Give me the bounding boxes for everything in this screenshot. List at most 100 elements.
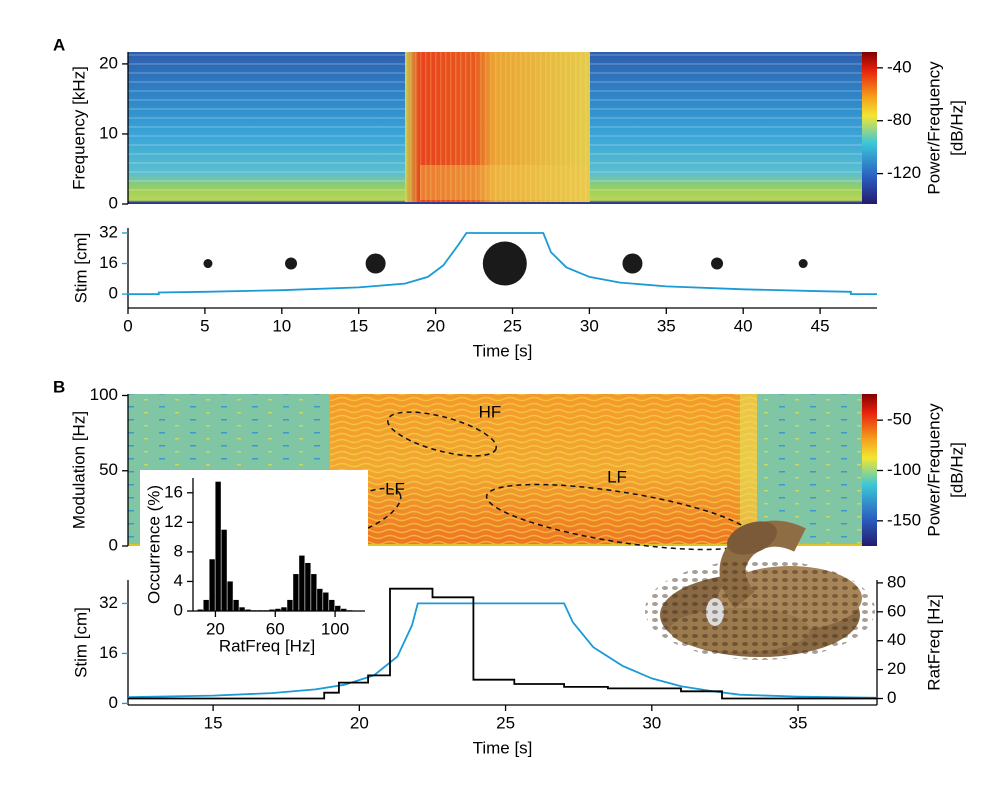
tick-label: 40 xyxy=(734,316,753,335)
histogram-bar xyxy=(197,609,203,611)
marker xyxy=(203,259,213,269)
panel-label: A xyxy=(53,35,65,54)
tick-label: 30 xyxy=(580,316,599,335)
inset-background xyxy=(140,470,368,660)
tick-label: 0 xyxy=(109,535,118,554)
histogram-bar xyxy=(311,574,317,611)
tick-label: 80 xyxy=(887,572,906,591)
tick-label: 8 xyxy=(174,541,183,560)
tick-label: 20 xyxy=(426,316,445,335)
annotation: LF xyxy=(385,479,405,498)
y-axis-label: Stim [cm] xyxy=(71,607,90,678)
tick-label: 32 xyxy=(99,222,118,241)
tick-label: 50 xyxy=(99,460,118,479)
tick-label: 0 xyxy=(174,600,183,619)
y-axis-label: Stim [cm] xyxy=(71,233,90,304)
histogram-bar xyxy=(287,599,293,611)
tick-label: -50 xyxy=(887,410,912,429)
tick-label: 20 xyxy=(887,659,906,678)
colorbar-label: Power/Frequency xyxy=(924,61,943,195)
tick-label: 20 xyxy=(206,619,225,638)
tick-label: 100 xyxy=(321,619,349,638)
histogram-bar xyxy=(221,529,227,611)
x-axis-label: RatFreq [Hz] xyxy=(219,636,315,655)
x-axis-label: Time [s] xyxy=(473,341,533,360)
tick-label: 0 xyxy=(887,688,896,707)
tick-label: -120 xyxy=(887,163,921,182)
spectrogram-a xyxy=(128,52,862,204)
annotation: HF xyxy=(479,402,502,421)
histogram-bar xyxy=(227,581,233,611)
histogram-bar xyxy=(215,481,221,611)
tick-label: 15 xyxy=(204,713,223,732)
tick-label: 25 xyxy=(503,316,522,335)
annotation: LF xyxy=(607,467,627,486)
tick-label: 16 xyxy=(99,643,118,662)
data-line xyxy=(128,587,877,700)
tick-label: 0 xyxy=(109,193,118,212)
y2-axis-label: RatFreq [Hz] xyxy=(924,594,943,690)
tick-label: -150 xyxy=(887,510,921,529)
colorbar xyxy=(862,52,877,204)
marker xyxy=(285,257,298,270)
tick-label: 0 xyxy=(109,693,118,712)
tick-label: 30 xyxy=(642,713,661,732)
tick-label: 16 xyxy=(164,482,183,501)
marker xyxy=(482,241,527,286)
tick-label: 40 xyxy=(887,630,906,649)
tick-label: 60 xyxy=(266,619,285,638)
histogram-bar xyxy=(323,592,329,611)
tick-label: 20 xyxy=(99,53,118,72)
panel-label: B xyxy=(53,377,65,396)
histogram-bar xyxy=(233,599,239,611)
tick-label: 5 xyxy=(200,316,209,335)
data-line xyxy=(128,232,877,295)
histogram-bar xyxy=(299,555,305,611)
tick-label: 16 xyxy=(99,253,118,272)
tick-label: 35 xyxy=(789,713,808,732)
y-axis-label: Occurrence (%) xyxy=(144,485,163,604)
tick-label: 15 xyxy=(349,316,368,335)
marker xyxy=(711,257,724,270)
histogram-bar xyxy=(239,607,245,611)
marker xyxy=(798,259,808,269)
tick-label: 10 xyxy=(272,316,291,335)
histogram-bar xyxy=(329,599,335,611)
tick-label: -100 xyxy=(887,460,921,479)
tick-label: 35 xyxy=(657,316,676,335)
colorbar-label: [dB/Hz] xyxy=(947,442,966,498)
histogram-bar xyxy=(341,608,347,611)
tick-label: 100 xyxy=(90,385,118,404)
y-axis-label: Frequency [kHz] xyxy=(69,66,88,190)
marker xyxy=(365,253,386,274)
histogram-bar xyxy=(293,574,299,611)
tick-label: 4 xyxy=(174,571,183,590)
tick-label: -80 xyxy=(887,110,912,129)
histogram-bar xyxy=(335,605,341,611)
colorbar-label: [dB/Hz] xyxy=(947,100,966,156)
histogram-bar xyxy=(305,562,311,611)
y-axis-label: Modulation [Hz] xyxy=(69,411,88,529)
tick-label: 20 xyxy=(350,713,369,732)
marker xyxy=(622,253,643,274)
tick-label: 10 xyxy=(99,123,118,142)
histogram-bar xyxy=(269,609,275,611)
snake-illustration xyxy=(645,520,875,660)
histogram-bar xyxy=(209,559,215,611)
tick-label: 12 xyxy=(164,512,183,531)
tick-label: 32 xyxy=(99,593,118,612)
colorbar xyxy=(862,394,877,546)
histogram-bar xyxy=(275,608,281,611)
histogram-bar xyxy=(203,599,209,611)
x-axis-label: Time [s] xyxy=(473,738,533,757)
histogram-bar xyxy=(317,588,323,611)
tick-label: 25 xyxy=(496,713,515,732)
tick-label: -40 xyxy=(887,57,912,76)
histogram-bar xyxy=(245,609,251,611)
tick-label: 0 xyxy=(109,284,118,303)
tick-label: 0 xyxy=(123,316,132,335)
histogram-bar xyxy=(281,607,287,611)
colorbar-label: Power/Frequency xyxy=(924,403,943,537)
